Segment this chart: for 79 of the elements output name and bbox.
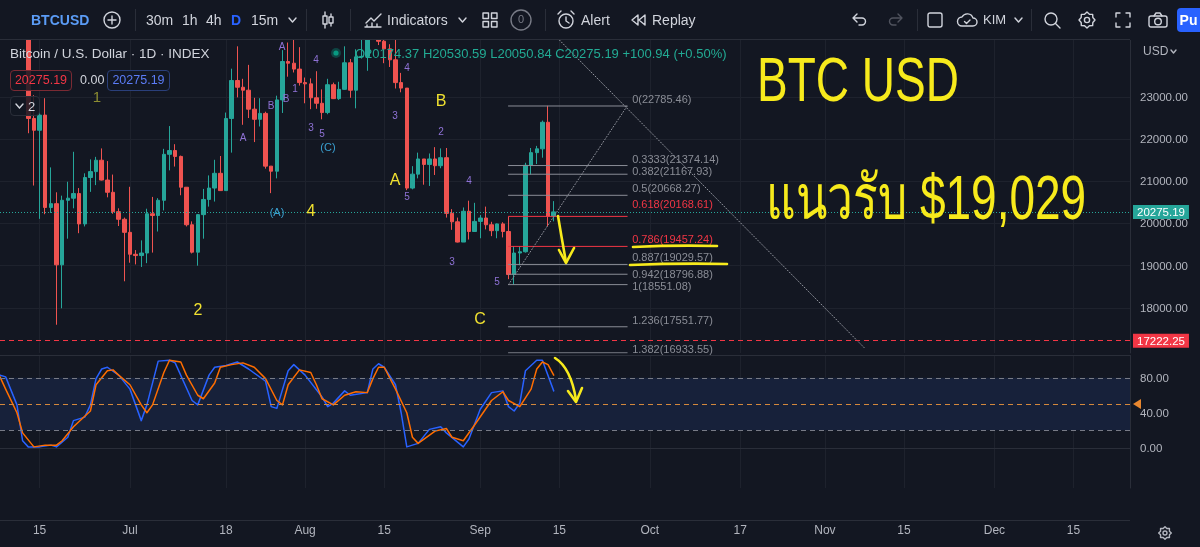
- text: KIM: [983, 12, 1007, 28]
- x-tick-label: Sep: [469, 523, 492, 537]
- text: D: [231, 11, 242, 29]
- series-label: 0.887(19029.57): [632, 251, 713, 264]
- field: 20275.19: [107, 70, 170, 91]
- text: 15m: [251, 11, 279, 29]
- text: 1h: [182, 11, 198, 29]
- y-tick-label: 22000.00: [1140, 133, 1188, 146]
- annotation: 5: [404, 191, 410, 202]
- x-tick-label: Aug: [294, 523, 316, 537]
- series-label: 0.618(20168.61): [632, 197, 713, 210]
- annotation: 0.00: [80, 72, 105, 87]
- annotation: (C): [320, 140, 336, 153]
- annotation: แนวรับ $19,029: [766, 162, 1087, 236]
- y-tick-label: 80.00: [1140, 371, 1169, 384]
- x-tick-label: Oct: [640, 523, 660, 537]
- x-tick-label: 15: [897, 523, 911, 537]
- x-tick-label: 15: [552, 523, 567, 537]
- annotation: (A): [269, 205, 285, 218]
- series-label: 0.3333(21374.14): [632, 152, 720, 165]
- text: Alert: [581, 11, 610, 29]
- field: 2: [10, 96, 40, 116]
- annotation: 4: [306, 202, 316, 219]
- x-tick-label: Dec: [983, 523, 1006, 537]
- ref-line-label: 20275.19: [1137, 205, 1185, 218]
- series-label: 1(18551.08): [632, 280, 692, 293]
- button: Pu: [1177, 8, 1200, 32]
- x-tick-label: Jul: [122, 523, 138, 537]
- annotation: 20275.19: [112, 73, 165, 88]
- annotation: A: [389, 171, 401, 188]
- series-label: 0.382(21167.93): [632, 165, 713, 178]
- annotation: 3: [449, 256, 455, 267]
- annotation: A: [278, 41, 286, 52]
- text: BTCUSD: [31, 11, 90, 29]
- series-label: 1.236(17551.77): [632, 313, 713, 326]
- field: 20275.19: [10, 70, 72, 91]
- annotation: 5: [319, 128, 325, 139]
- x-tick-label: 17: [733, 523, 748, 537]
- x-tick-label: 15: [377, 523, 392, 537]
- annotation: B: [267, 100, 275, 111]
- ref-line-label: 17222.25: [1137, 334, 1185, 347]
- annotation: BTC USD: [757, 43, 959, 117]
- y-tick-label: 0.00: [1140, 441, 1163, 454]
- annotation: 4: [313, 54, 319, 65]
- series-label: 0.942(18796.88): [632, 267, 713, 280]
- series-label: 0(22785.46): [632, 93, 692, 105]
- y-tick-label: 21000.00: [1140, 175, 1188, 188]
- y-tick-label: 18000.00: [1140, 301, 1188, 314]
- text: Indicators: [387, 11, 448, 29]
- series-label: 0.786(19457.24): [632, 233, 713, 246]
- annotation: A: [239, 132, 247, 143]
- y-tick-label: 40.00: [1140, 406, 1169, 419]
- y-tick-label: 20000.00: [1140, 217, 1188, 230]
- annotation: 2: [27, 98, 36, 114]
- annotation: 4: [466, 175, 472, 186]
- annotation: 3: [308, 122, 314, 133]
- x-tick-label: 15: [32, 523, 47, 537]
- x-tick-label: 18: [219, 523, 233, 537]
- annotation: B: [435, 92, 447, 109]
- series-label: 0.5(20668.27): [632, 182, 701, 195]
- annotation: 4: [404, 62, 410, 73]
- y-axis-title: USD: [1143, 44, 1169, 58]
- text: 0: [517, 13, 525, 27]
- annotation: 2: [438, 126, 444, 137]
- series-label: 1.382(16933.55): [632, 342, 713, 355]
- annotation: 5: [494, 276, 500, 287]
- text: Replay: [652, 11, 696, 29]
- x-tick-label: 15: [1066, 523, 1081, 537]
- annotation: 1: [292, 83, 298, 94]
- annotation: B: [282, 93, 290, 104]
- annotation: 2: [193, 301, 203, 318]
- annotation: 3: [392, 110, 398, 121]
- y-tick-label: 19000.00: [1140, 259, 1188, 272]
- y-tick-label: 23000.00: [1140, 90, 1188, 103]
- annotation: C: [474, 310, 486, 327]
- text: 4h: [206, 11, 222, 29]
- text: 30m: [146, 11, 174, 29]
- annotation: 1: [92, 87, 102, 105]
- x-tick-label: Nov: [814, 523, 836, 537]
